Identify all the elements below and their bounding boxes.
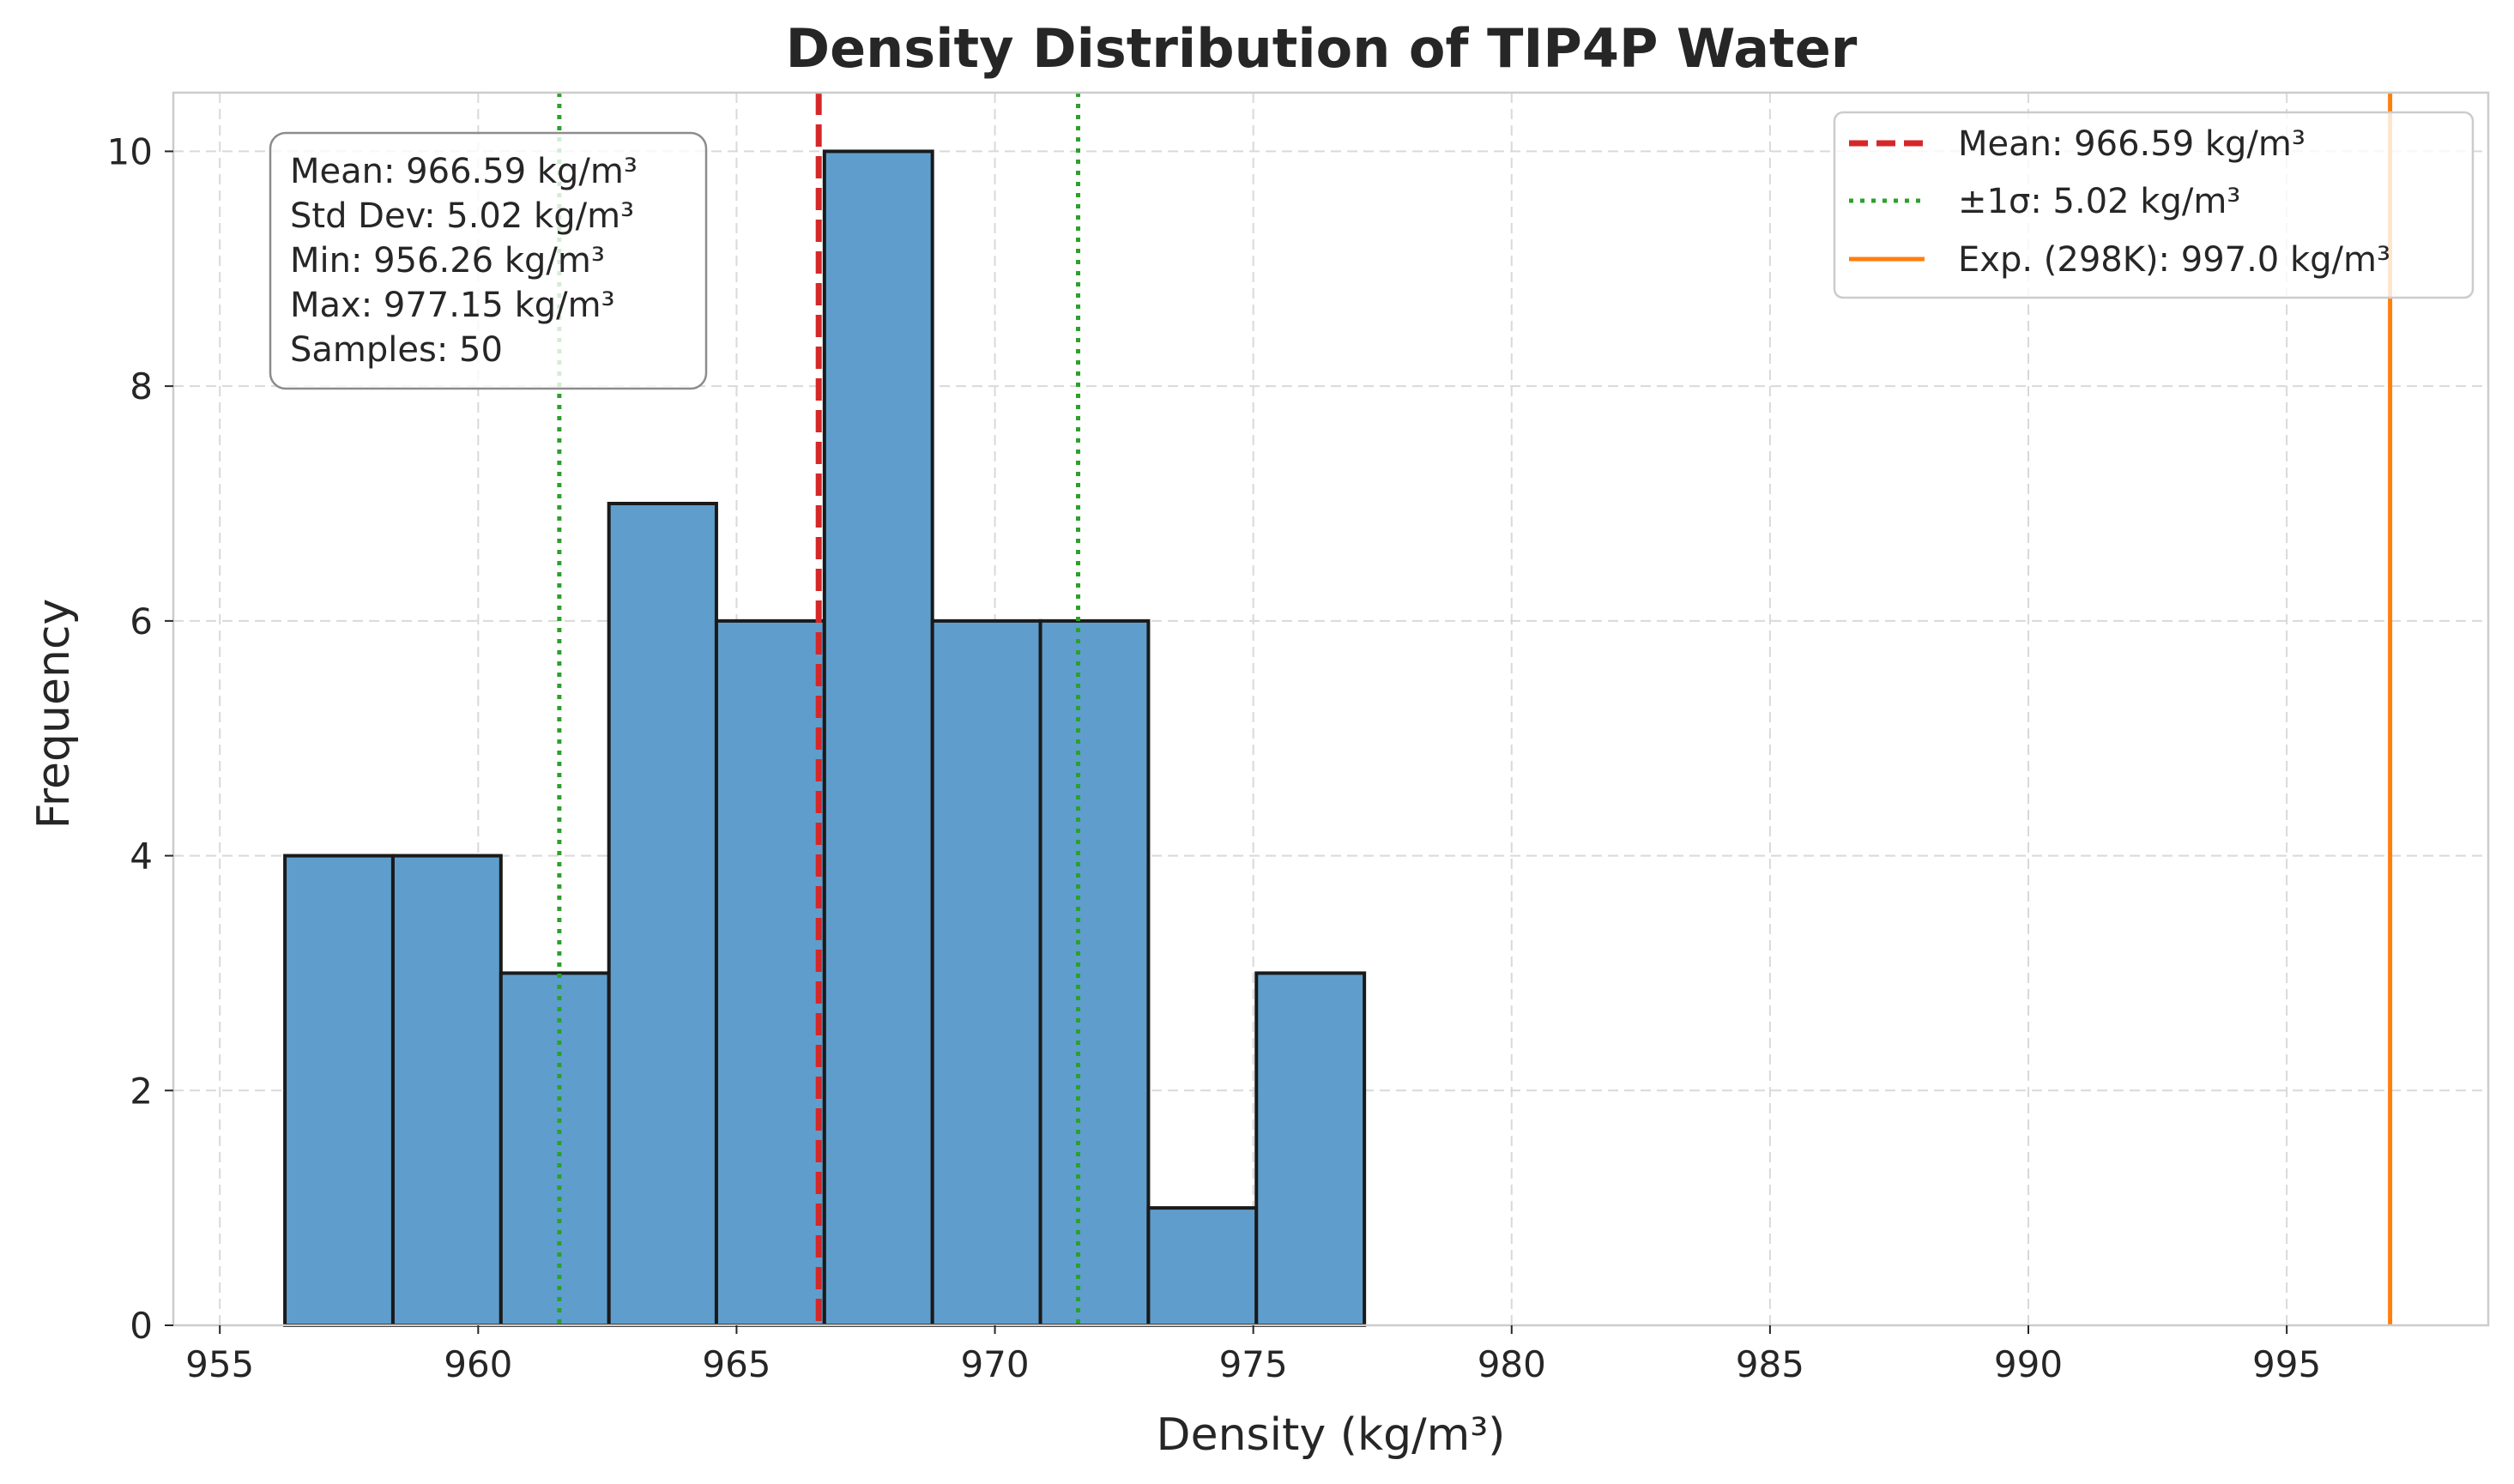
histogram-bar xyxy=(607,502,718,1327)
y-tick-label: 6 xyxy=(130,600,153,642)
x-tick-label: 965 xyxy=(702,1343,771,1385)
y-tick-label: 2 xyxy=(130,1070,153,1112)
x-tick-label: 955 xyxy=(185,1343,254,1385)
y-tick-label: 4 xyxy=(130,836,153,878)
histogram-bar xyxy=(822,149,934,1327)
histogram-bar xyxy=(714,618,826,1327)
histogram-bar xyxy=(930,618,1042,1327)
histogram-bar xyxy=(1038,618,1151,1327)
plot-frame xyxy=(172,91,2490,1327)
stats-line-max: Max: 977.15 kg/m³ xyxy=(290,286,615,325)
legend-label-mean: Mean: 966.59 kg/m³ xyxy=(1958,124,2306,164)
y-axis-label: Frequency xyxy=(28,599,80,829)
legend-label-sigma: ±1σ: 5.02 kg/m³ xyxy=(1958,182,2240,221)
x-tick-label: 970 xyxy=(960,1343,1029,1385)
stats-line-samples: Samples: 50 xyxy=(290,330,503,370)
y-tick-label: 0 xyxy=(130,1305,153,1347)
y-tick-label: 10 xyxy=(107,130,153,172)
histogram-bar xyxy=(499,971,611,1328)
stats-line-min: Min: 956.26 kg/m³ xyxy=(290,241,605,281)
x-axis-label: Density (kg/m³) xyxy=(1157,1409,1506,1461)
stats-line-std: Std Dev: 5.02 kg/m³ xyxy=(290,196,634,236)
y-tick-label: 8 xyxy=(130,365,153,407)
x-tick-label: 960 xyxy=(444,1343,512,1385)
x-tick-label: 985 xyxy=(1736,1343,1804,1385)
x-tick-label: 980 xyxy=(1478,1343,1546,1385)
stats-box-background xyxy=(269,131,708,390)
legend-background xyxy=(1833,111,2475,299)
x-tick-label: 995 xyxy=(2252,1343,2321,1385)
x-tick-label: 975 xyxy=(1219,1343,1288,1385)
x-tick-label: 990 xyxy=(1994,1343,2063,1385)
y-axis-ticks: 0 2 4 6 8 10 xyxy=(107,130,173,1347)
histogram-bars xyxy=(283,149,1367,1328)
histogram-bar xyxy=(283,854,395,1327)
histogram-bar xyxy=(1146,1206,1259,1327)
histogram-bar xyxy=(390,854,503,1327)
stats-box: Mean: 966.59 kg/m³ Std Dev: 5.02 kg/m³ M… xyxy=(269,131,708,390)
legend-label-experimental: Exp. (298K): 997.0 kg/m³ xyxy=(1958,240,2390,280)
histogram-bar xyxy=(1254,971,1367,1328)
stats-line-mean: Mean: 966.59 kg/m³ xyxy=(290,152,638,191)
x-axis-ticks: 955 960 965 970 975 980 985 990 995 xyxy=(185,1325,2321,1385)
chart-title: Density Distribution of TIP4P Water xyxy=(786,17,1858,80)
legend: Mean: 966.59 kg/m³ ±1σ: 5.02 kg/m³ Exp. … xyxy=(1833,111,2475,299)
